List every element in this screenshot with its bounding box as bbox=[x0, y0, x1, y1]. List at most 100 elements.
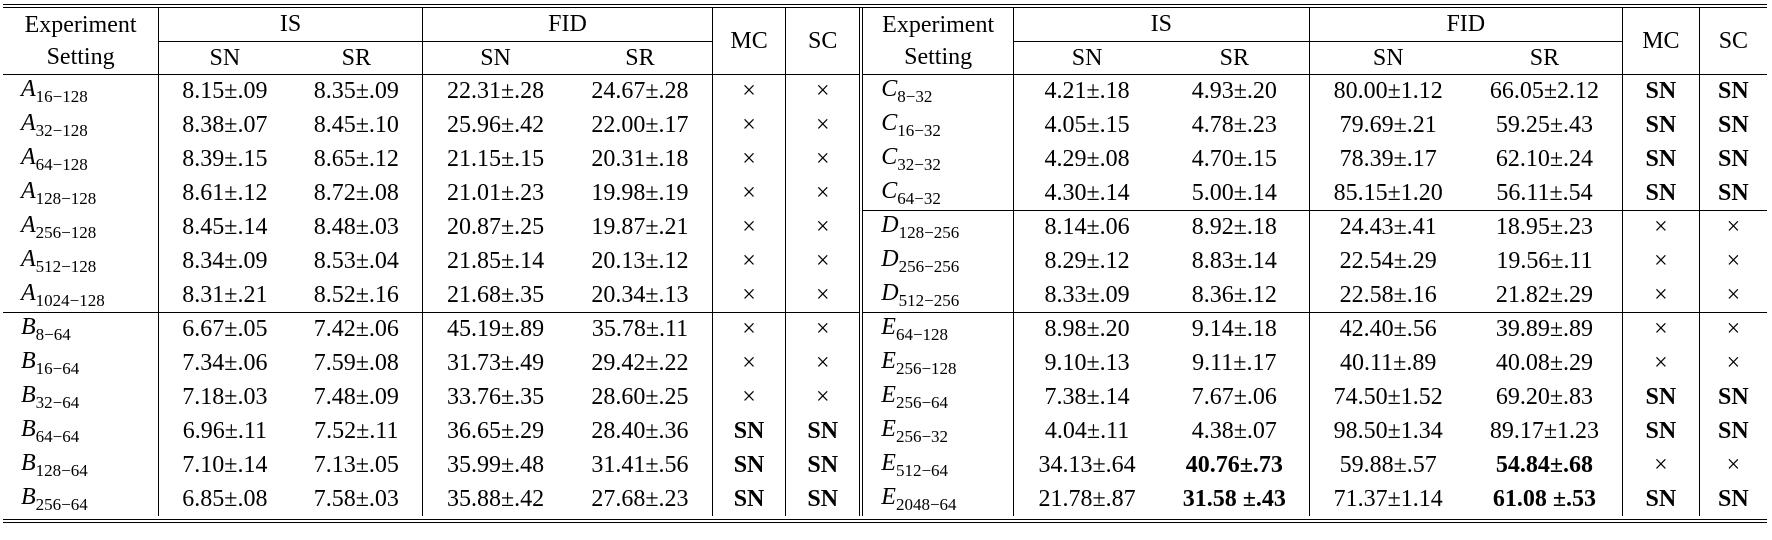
cell-fid-sr: 39.89±.89 bbox=[1466, 311, 1623, 346]
setting-cell: E64−128 bbox=[859, 311, 1014, 346]
cell-sc: × bbox=[1698, 448, 1767, 482]
cell-mc: × bbox=[711, 278, 786, 312]
setting-cell: E2048−64 bbox=[859, 482, 1014, 516]
cell-fid-sr: 20.34±.13 bbox=[591, 281, 689, 308]
setting-subscript: 256−64 bbox=[35, 495, 88, 514]
setting-cell: A256−128 bbox=[3, 210, 159, 244]
setting-cell: E512−64 bbox=[859, 448, 1014, 482]
cell-fid-sr: 19.98±.19 bbox=[591, 180, 689, 206]
cell-fid-sr: 56.11±.54 bbox=[1496, 179, 1593, 206]
setting-subscript: 64−64 bbox=[35, 427, 80, 446]
setting-cell: C16−32 bbox=[859, 108, 1014, 142]
cell-mc: SN bbox=[1622, 108, 1700, 142]
setting-cell: B32−64 bbox=[3, 380, 159, 414]
table-row: A512−128 8.34±.09 8.53±.04 21.85±.14 20.13±.… bbox=[3, 244, 1767, 278]
setting-letter: C bbox=[881, 110, 898, 136]
header-setting-right: Setting bbox=[859, 41, 1014, 74]
cell-fid-sr: 22.00±.17 bbox=[591, 112, 689, 138]
cell-fid-sn: 71.37±1.14 bbox=[1308, 482, 1467, 516]
setting-cell: D128−256 bbox=[859, 209, 1014, 244]
cell-fid-sr: 31.41±.56 bbox=[591, 452, 689, 478]
top-rule-second bbox=[3, 7, 1767, 8]
cell-sc: × bbox=[1698, 346, 1767, 380]
cell-is-sn: 8.45±.14 bbox=[158, 210, 291, 244]
cell-fid-sr: 29.42±.22 bbox=[591, 350, 689, 376]
table-row: A1024−128 8.31±.21 8.52±.16 21.68±.35 20.34±… bbox=[3, 278, 1767, 312]
cell-mc: SN bbox=[1622, 380, 1700, 414]
table-row: A16−128 8.15±.09 8.35±.09 22.31±.28 24.67±.2… bbox=[3, 73, 1767, 108]
setting-subscript: 128−64 bbox=[35, 461, 88, 480]
cell-is-sr: 8.83±.14 bbox=[1191, 248, 1277, 274]
cell-mc: SN bbox=[1622, 482, 1700, 516]
cell-fid-sr: 59.25±.43 bbox=[1495, 112, 1594, 138]
setting-cell: D256−256 bbox=[859, 244, 1014, 278]
setting-subscript: 32−64 bbox=[35, 393, 80, 412]
cell-mc: × bbox=[711, 108, 786, 142]
cell-fid-sn: 42.40±.56 bbox=[1308, 311, 1467, 346]
cell-sc: × bbox=[1698, 209, 1767, 244]
header-row-1: Experiment IS FID MC SC Experiment IS FI… bbox=[3, 8, 1767, 74]
top-rule bbox=[3, 4, 1767, 5]
cell-sc: SN bbox=[785, 482, 862, 516]
cell-sc: × bbox=[785, 278, 862, 312]
cell-mc: × bbox=[1622, 311, 1700, 346]
cell-sc: × bbox=[785, 176, 862, 210]
setting-letter: B bbox=[21, 484, 36, 510]
setting-cell: B64−64 bbox=[3, 414, 159, 448]
setting-letter: E bbox=[881, 382, 896, 408]
header-sc-right: SC bbox=[1698, 8, 1767, 74]
setting-letter: C bbox=[881, 76, 898, 103]
setting-subscript: 128−256 bbox=[898, 223, 960, 243]
setting-subscript: 16−32 bbox=[897, 121, 941, 140]
setting-cell: E256−64 bbox=[859, 380, 1014, 414]
cell-sc: SN bbox=[1698, 380, 1767, 414]
header-is-sn-right: SN bbox=[1013, 41, 1161, 74]
cell-mc: × bbox=[1622, 244, 1700, 278]
cell-fid-sn: 78.39±.17 bbox=[1308, 142, 1467, 176]
cell-fid-sr: 27.68±.23 bbox=[591, 486, 689, 512]
cell-fid-sr: 89.17±1.23 bbox=[1489, 418, 1600, 444]
cell-is-sr: 7.52±.11 bbox=[314, 418, 399, 444]
cell-sc: × bbox=[785, 73, 862, 108]
cell-is-sr: 9.14±.18 bbox=[1160, 311, 1309, 346]
header-is-left: IS bbox=[158, 8, 423, 42]
setting-letter: A bbox=[21, 76, 36, 103]
table-row: A32−128 8.38±.07 8.45±.10 25.96±.42 22.00±.1… bbox=[3, 108, 1767, 142]
setting-letter: E bbox=[881, 450, 896, 476]
cell-is-sr: 7.59±.08 bbox=[313, 350, 399, 376]
setting-cell: A512−128 bbox=[3, 244, 159, 278]
bottom-rule bbox=[3, 519, 1767, 520]
cell-mc: × bbox=[1622, 209, 1700, 244]
cell-fid-sr: 18.95±.23 bbox=[1466, 209, 1623, 244]
cell-mc: SN bbox=[711, 482, 786, 516]
cell-sc: × bbox=[785, 380, 862, 414]
cell-is-sr: 31.58 ±.43 bbox=[1182, 486, 1286, 512]
cell-mc: × bbox=[711, 142, 786, 176]
cell-mc: SN bbox=[711, 414, 786, 448]
setting-subscript: 2048−64 bbox=[895, 495, 957, 514]
cell-sc: SN bbox=[1698, 414, 1767, 448]
cell-fid-sn: 22.31±.28 bbox=[422, 73, 569, 108]
setting-cell: E256−128 bbox=[859, 346, 1014, 380]
cell-mc: × bbox=[711, 380, 786, 414]
setting-subscript: 512−128 bbox=[35, 257, 97, 276]
setting-letter: D bbox=[881, 279, 899, 306]
setting-letter: A bbox=[21, 144, 36, 170]
table-row: B16−64 7.34±.06 7.59±.08 31.73±.49 29.42±.22… bbox=[3, 346, 1767, 380]
cell-is-sn: 8.15±.09 bbox=[158, 73, 291, 108]
setting-letter: D bbox=[881, 212, 899, 239]
setting-subscript: 256−128 bbox=[35, 223, 97, 242]
setting-letter: B bbox=[21, 382, 36, 408]
cell-sc: SN bbox=[785, 414, 862, 448]
setting-subscript: 256−128 bbox=[895, 359, 957, 378]
setting-cell: A1024−128 bbox=[3, 278, 159, 312]
results-table-container: Experiment IS FID MC SC Experiment IS FI… bbox=[3, 4, 1767, 523]
cell-is-sr: 8.52±.16 bbox=[313, 281, 399, 308]
cell-is-sr: 8.35±.09 bbox=[290, 73, 423, 108]
cell-fid-sr: 20.13±.12 bbox=[591, 248, 689, 274]
cell-fid-sn: 80.00±1.12 bbox=[1308, 73, 1467, 108]
cell-is-sr: 8.53±.04 bbox=[313, 248, 399, 274]
cell-is-sr: 4.38±.07 bbox=[1191, 418, 1277, 444]
header-fid-sn-right: SN bbox=[1308, 41, 1467, 74]
header-mc-right: MC bbox=[1622, 8, 1700, 74]
